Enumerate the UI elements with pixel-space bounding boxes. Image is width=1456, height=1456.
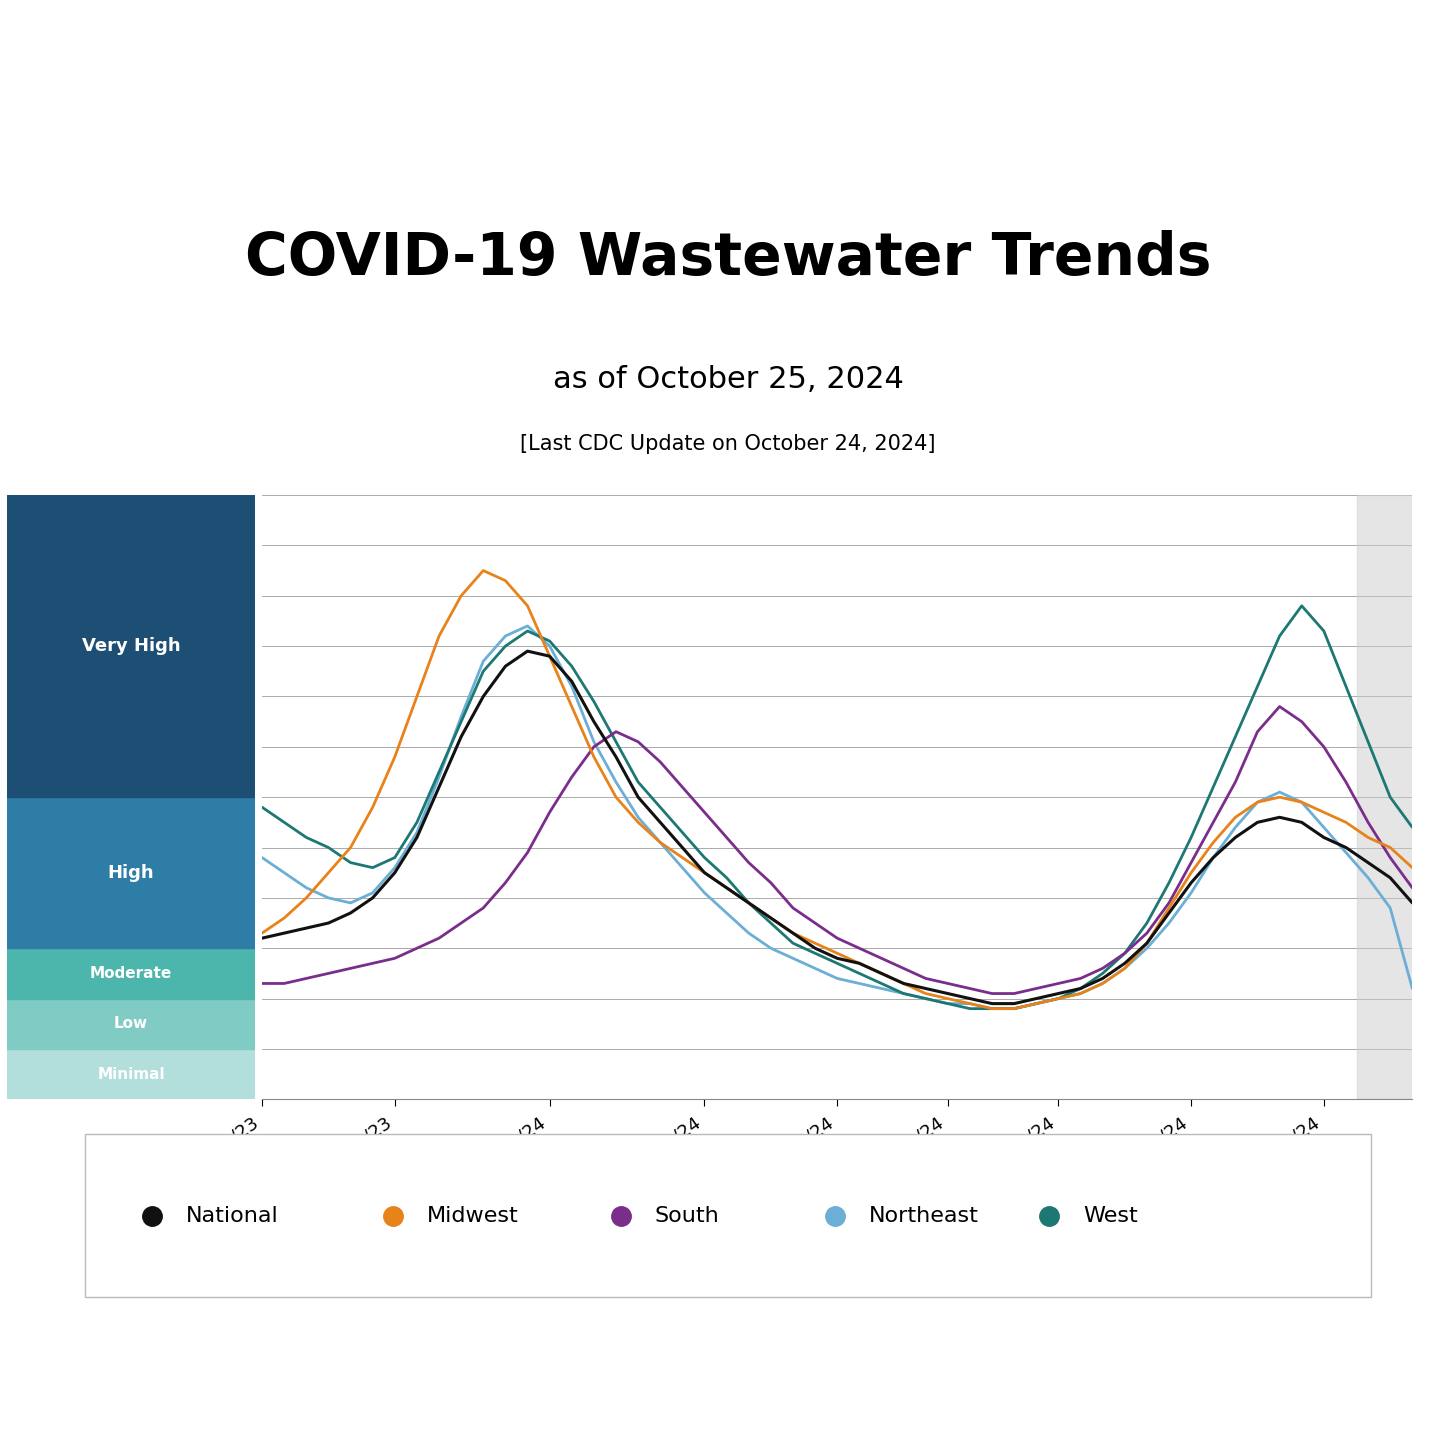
Text: High: High	[108, 863, 154, 882]
Text: National: National	[185, 1206, 278, 1226]
Bar	[7, 495, 255, 796]
Bar	[7, 1048, 255, 1099]
Text: Low: Low	[114, 1016, 149, 1031]
Bar	[7, 948, 255, 999]
Text: Source: CDC: Source: CDC	[1254, 1376, 1427, 1405]
Text: [Last CDC Update on October 24, 2024]: [Last CDC Update on October 24, 2024]	[520, 434, 936, 454]
Text: Very High: Very High	[82, 638, 181, 655]
Bar	[7, 796, 255, 948]
Text: Viral Levels are Decreasing:
Continue to Exercise Precautions: Viral Levels are Decreasing: Continue to…	[341, 41, 1115, 141]
Text: South: South	[654, 1206, 719, 1226]
FancyBboxPatch shape	[84, 1134, 1372, 1297]
Bar	[7, 999, 255, 1048]
Text: People's CDC: People's CDC	[29, 1370, 336, 1411]
Text: as of October 25, 2024: as of October 25, 2024	[553, 365, 903, 393]
Text: Minimal: Minimal	[98, 1067, 165, 1082]
Text: Midwest: Midwest	[427, 1206, 518, 1226]
Text: West: West	[1083, 1206, 1137, 1226]
Bar	[1357, 495, 1424, 1099]
Text: Moderate: Moderate	[90, 965, 172, 981]
Text: Northeast: Northeast	[869, 1206, 978, 1226]
Text: COVID-19 Wastewater Trends: COVID-19 Wastewater Trends	[245, 230, 1211, 287]
